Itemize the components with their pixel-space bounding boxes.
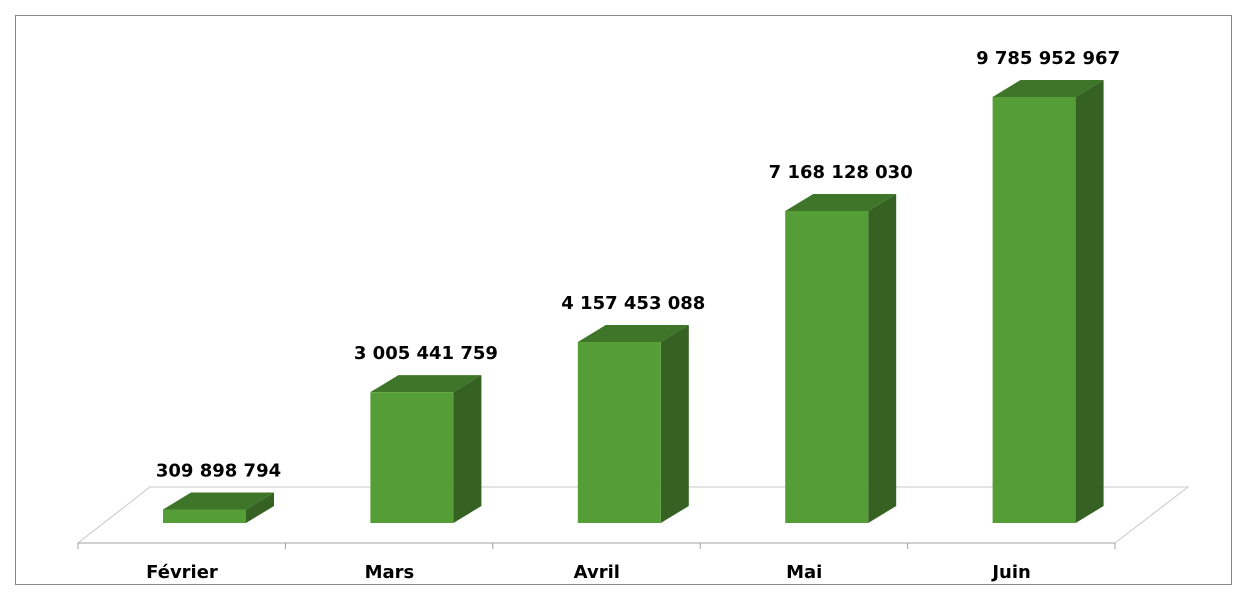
x-tick-label: Avril bbox=[574, 562, 620, 583]
value-label: 309 898 794 bbox=[156, 461, 281, 482]
bar-top bbox=[163, 492, 274, 510]
bar-side bbox=[246, 492, 274, 523]
bar-side bbox=[1075, 80, 1104, 523]
bar bbox=[370, 392, 454, 523]
bar bbox=[163, 509, 246, 523]
value-label: 7 168 128 030 bbox=[769, 162, 913, 183]
x-tick-label: Juin bbox=[990, 562, 1031, 583]
bar-top bbox=[785, 193, 897, 211]
bar-top bbox=[577, 325, 689, 343]
bar-side bbox=[453, 375, 482, 523]
bar bbox=[785, 210, 869, 523]
value-label: 4 157 453 088 bbox=[561, 293, 705, 314]
x-tick-label: Mai bbox=[786, 562, 822, 583]
bar bbox=[577, 342, 661, 523]
bar bbox=[992, 97, 1076, 523]
value-label: 9 785 952 967 bbox=[976, 48, 1120, 69]
x-tick-label: Février bbox=[146, 562, 218, 583]
bar-side bbox=[660, 325, 689, 523]
bar-top bbox=[992, 80, 1104, 97]
bar-side bbox=[868, 193, 897, 523]
value-label: 3 005 441 759 bbox=[354, 343, 498, 364]
bar-top bbox=[370, 375, 482, 393]
x-tick-label: Mars bbox=[365, 562, 415, 583]
